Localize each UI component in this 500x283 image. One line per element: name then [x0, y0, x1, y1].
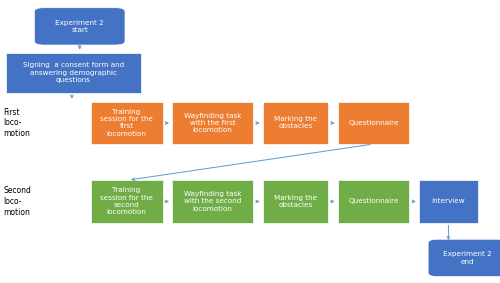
- FancyBboxPatch shape: [6, 53, 140, 93]
- FancyBboxPatch shape: [262, 102, 328, 144]
- FancyBboxPatch shape: [90, 102, 162, 144]
- Text: Experiment 2
start: Experiment 2 start: [56, 20, 104, 33]
- FancyBboxPatch shape: [262, 180, 328, 222]
- FancyBboxPatch shape: [428, 239, 500, 276]
- Text: Second
loco-
motion: Second loco- motion: [3, 186, 31, 217]
- Text: Marking the
obstacles: Marking the obstacles: [274, 195, 317, 208]
- FancyBboxPatch shape: [90, 180, 162, 222]
- Text: Wayfinding task
with the first
locomotion: Wayfinding task with the first locomotio…: [184, 113, 242, 133]
- Text: Questionnaire: Questionnaire: [348, 120, 399, 126]
- FancyBboxPatch shape: [338, 102, 409, 144]
- Text: Wayfinding task
with the second
locomotion: Wayfinding task with the second locomoti…: [184, 191, 242, 212]
- Text: Experiment 2
end: Experiment 2 end: [443, 251, 492, 265]
- Text: Marking the
obstacles: Marking the obstacles: [274, 116, 317, 130]
- FancyBboxPatch shape: [172, 180, 253, 222]
- Text: First
loco-
motion: First loco- motion: [3, 108, 30, 138]
- Text: Training
session for the
first
locomotion: Training session for the first locomotio…: [100, 109, 153, 137]
- Text: Signing  a consent form and
answering demographic
questions: Signing a consent form and answering dem…: [23, 63, 124, 83]
- Text: Training
session for the
second
locomotion: Training session for the second locomoti…: [100, 187, 153, 215]
- Text: Interview: Interview: [432, 198, 465, 204]
- FancyBboxPatch shape: [338, 180, 409, 222]
- FancyBboxPatch shape: [419, 180, 478, 222]
- FancyBboxPatch shape: [34, 8, 125, 45]
- FancyBboxPatch shape: [172, 102, 253, 144]
- Text: Questionnaire: Questionnaire: [348, 198, 399, 204]
